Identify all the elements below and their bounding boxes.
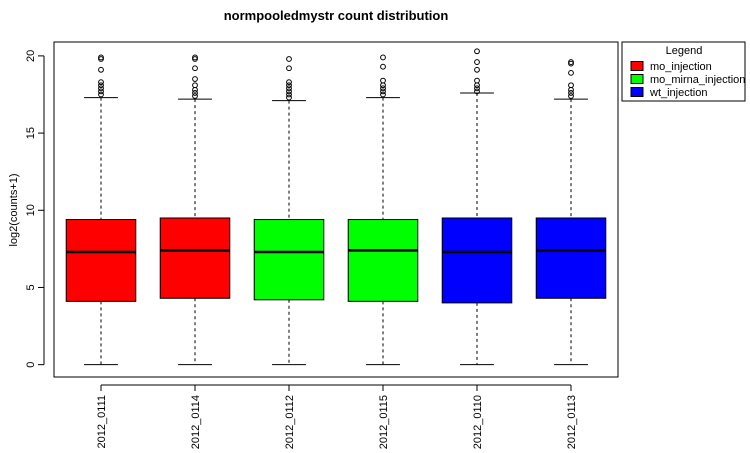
- outlier-point: [380, 82, 386, 89]
- legend-swatch: [630, 74, 644, 84]
- outlier-point: [568, 90, 574, 96]
- y-axis: 0 5 10 15 20: [25, 50, 45, 368]
- y-tick-label: 5: [25, 284, 37, 290]
- outlier-point: [568, 82, 574, 89]
- outlier-point: [98, 88, 104, 95]
- outlier-point: [380, 54, 386, 61]
- outlier-point: [286, 85, 292, 92]
- legend-title: Legend: [666, 45, 703, 57]
- outlier-point: [98, 91, 104, 98]
- box-2012_0114: [159, 54, 231, 366]
- outlier-point: [192, 86, 198, 93]
- outlier-point: [192, 82, 198, 89]
- x-axis: 2012_0111 2012_0114 2012_0112 2012_0115 2012…: [96, 384, 578, 449]
- outlier-point: [568, 93, 574, 99]
- outlier-point: [380, 88, 386, 95]
- outlier-point: [192, 54, 198, 61]
- outlier-point: [568, 69, 574, 76]
- outlier-point: [98, 85, 104, 92]
- legend-label: wt_injection: [649, 87, 707, 99]
- outlier-point: [192, 93, 198, 99]
- legend-items: mo_injectionmo_mirna_injectionwt_injecti…: [630, 61, 745, 99]
- outlier-point: [568, 86, 574, 93]
- outlier-point: [474, 82, 480, 89]
- box-body: [253, 219, 325, 301]
- outlier-point: [192, 65, 198, 72]
- legend: Legend mo_injectionmo_mirna_injectionwt_…: [621, 41, 746, 102]
- outlier-point: [380, 91, 386, 98]
- legend-label: mo_mirna_injection: [650, 74, 745, 86]
- x-tick-label: 2012_0113: [566, 395, 578, 449]
- legend-label: mo_injection: [650, 61, 712, 73]
- outlier-point: [286, 82, 292, 89]
- outlier-point: [286, 94, 292, 101]
- legend-swatch: [630, 87, 644, 97]
- y-tick-label: 0: [25, 362, 37, 368]
- x-tick-label: 2012_0115: [378, 395, 390, 449]
- outlier-point: [568, 59, 574, 65]
- outlier-point: [474, 77, 480, 84]
- box-2012_0112: [253, 56, 325, 366]
- outlier-point: [286, 79, 292, 86]
- outlier-point: [286, 91, 292, 98]
- box-2012_0111: [65, 54, 137, 366]
- x-tick-label: 2012_0111: [96, 395, 108, 448]
- box-2012_0110: [441, 48, 513, 366]
- outlier-point: [380, 85, 386, 92]
- outlier-point: [98, 66, 104, 73]
- legend-item-wt_injection: wt_injection: [630, 87, 707, 99]
- outlier-point: [474, 88, 480, 95]
- plot-frame: [53, 41, 619, 378]
- y-tick-label: 15: [25, 127, 37, 139]
- legend-item-mo_mirna_injection: mo_mirna_injection: [630, 74, 745, 86]
- box-body: [347, 219, 419, 302]
- outlier-point: [98, 54, 104, 61]
- outlier-point: [380, 63, 386, 70]
- boxplot-series: [65, 48, 607, 366]
- y-tick-label: 20: [25, 50, 37, 62]
- box-2012_0113: [535, 59, 607, 366]
- outlier-point: [192, 76, 198, 82]
- y-tick-label: 10: [25, 204, 37, 216]
- outlier-point: [474, 85, 480, 92]
- outlier-point: [192, 90, 198, 96]
- outlier-point: [380, 77, 386, 84]
- box-body: [441, 217, 513, 304]
- outlier-point: [474, 48, 480, 55]
- outlier-point: [98, 79, 104, 86]
- x-tick-label: 2012_0114: [190, 395, 202, 449]
- x-tick-label: 2012_0112: [284, 395, 296, 449]
- y-axis-label: log2(counts+1): [8, 173, 20, 246]
- outlier-point: [98, 82, 104, 89]
- outlier-point: [286, 65, 292, 72]
- outlier-point: [286, 88, 292, 95]
- outlier-point: [286, 56, 292, 62]
- chart-title: normpooledmystr count distribution: [224, 8, 449, 23]
- box-body: [159, 217, 231, 299]
- legend-swatch: [630, 61, 644, 71]
- legend-item-mo_injection: mo_injection: [630, 61, 712, 73]
- outlier-point: [474, 66, 480, 73]
- box-2012_0115: [347, 54, 419, 366]
- x-tick-label: 2012_0110: [472, 395, 484, 449]
- outlier-point: [474, 59, 480, 65]
- box-body: [65, 219, 137, 302]
- box-body: [535, 217, 607, 299]
